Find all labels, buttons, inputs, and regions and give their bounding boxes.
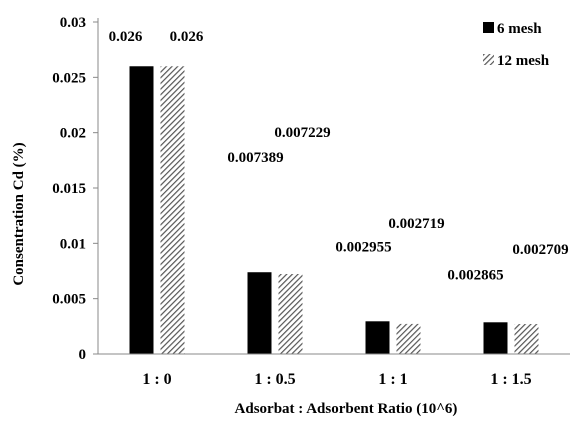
data-label: 0.002719 [388, 216, 444, 232]
x-category-label: 1 : 0 [142, 371, 171, 388]
y-tick-label: 0.025 [52, 70, 86, 86]
data-label: 0.002709 [512, 242, 568, 258]
y-tick-label: 0 [79, 347, 87, 363]
data-label: 0.002865 [447, 267, 503, 283]
legend: 6 mesh 12 mesh [483, 21, 550, 69]
x-axis-title: Adsorbat : Adsorbent Ratio (10^6) [235, 401, 458, 417]
y-axis-ticks: 0 0.005 0.01 0.015 0.02 0.025 0.03 [52, 15, 98, 363]
x-axis-categories: 1 : 0 1 : 0.5 1 : 1 1 : 1.5 [142, 371, 531, 388]
bar-series-6-mesh [365, 321, 390, 354]
data-label: 0.026 [109, 29, 143, 45]
axes [97, 18, 570, 355]
y-tick-label: 0.01 [60, 236, 86, 252]
y-tick-label: 0.02 [60, 126, 86, 142]
bar-series-12-mesh [514, 324, 539, 354]
legend-swatch [483, 54, 494, 65]
bar-series-6-mesh [483, 322, 508, 354]
y-tick-label: 0.005 [52, 292, 86, 308]
bar-series-12-mesh [278, 273, 303, 354]
bar-series-12-mesh [396, 323, 421, 354]
bar-series-12-mesh [160, 66, 185, 355]
x-category-label: 1 : 1.5 [490, 371, 531, 388]
legend-swatch [483, 22, 494, 33]
data-label: 0.007389 [227, 150, 283, 166]
bar-series-6-mesh [247, 272, 272, 354]
bar-series-6-mesh [129, 66, 154, 355]
legend-label: 12 mesh [497, 53, 550, 69]
x-category-label: 1 : 0.5 [254, 371, 295, 388]
y-tick-label: 0.015 [52, 181, 86, 197]
data-label: 0.002955 [335, 239, 391, 255]
data-label: 0.007229 [274, 125, 330, 141]
data-labels: 0.026 0.026 0.007389 0.007229 0.002955 0.0027… [109, 29, 569, 283]
y-axis-title: Consentration Cd (%) [11, 142, 27, 285]
data-label: 0.026 [170, 29, 204, 45]
x-category-label: 1 : 1 [378, 371, 407, 388]
legend-label: 6 mesh [497, 21, 542, 37]
bars [129, 66, 539, 355]
y-tick-label: 0.03 [60, 15, 86, 31]
